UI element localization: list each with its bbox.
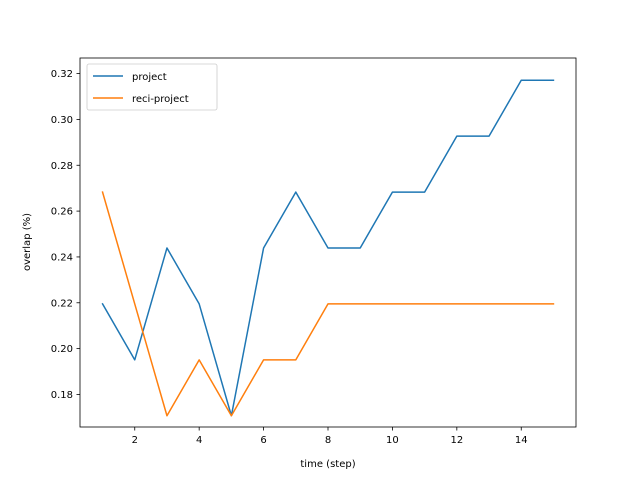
series-line-project xyxy=(101,79,555,417)
x-tick-label: 14 xyxy=(515,435,528,446)
y-tick-label: 0.26 xyxy=(51,207,73,218)
x-tick-label: 6 xyxy=(260,435,266,446)
y-tick-label: 0.30 xyxy=(51,115,73,126)
legend-label-reci-project: reci-project xyxy=(132,94,189,105)
x-tick-label: 10 xyxy=(386,435,399,446)
x-ticks: 2 4 6 8 10 12 14 xyxy=(132,427,528,446)
x-tick-label: 4 xyxy=(196,435,202,446)
legend-label-project: project xyxy=(132,72,167,83)
y-tick-label: 0.20 xyxy=(51,344,73,355)
y-tick-label: 0.24 xyxy=(51,252,73,263)
series-line-reci-project xyxy=(101,191,555,417)
x-tick-label: 2 xyxy=(132,435,138,446)
y-tick-label: 0.22 xyxy=(51,298,73,309)
x-axis-label: time (step) xyxy=(300,459,355,470)
y-axis-label: overlap (%) xyxy=(22,213,33,271)
x-tick-label: 12 xyxy=(450,435,463,446)
y-tick-label: 0.32 xyxy=(51,69,73,80)
x-tick-label: 8 xyxy=(325,435,331,446)
legend: project reci-project xyxy=(86,63,218,111)
plot-lines xyxy=(101,79,555,417)
y-tick-label: 0.18 xyxy=(51,390,73,401)
y-tick-label: 0.28 xyxy=(51,161,73,172)
y-ticks: 0.18 0.20 0.22 0.24 0.26 0.28 0.30 0.32 xyxy=(51,69,80,401)
